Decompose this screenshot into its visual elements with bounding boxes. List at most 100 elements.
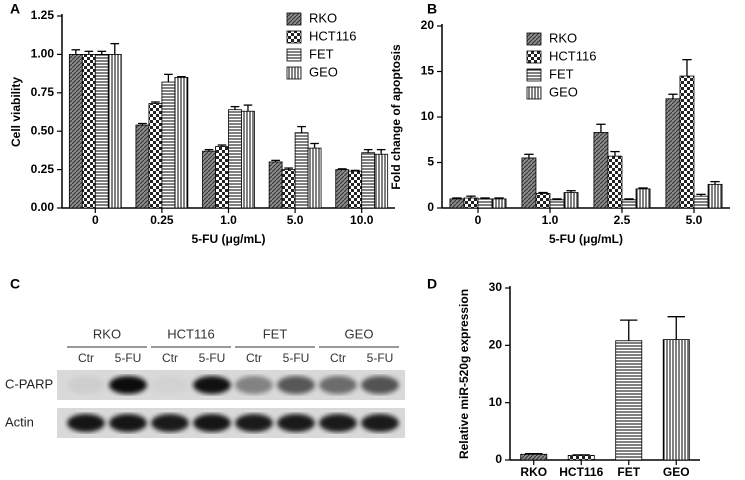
bar	[241, 110, 255, 209]
blot-band	[277, 414, 315, 432]
blot-group-label: RKO	[93, 326, 121, 341]
blot-row-label: C-PARP	[5, 376, 53, 391]
blot-band	[319, 376, 357, 394]
blot-band	[235, 414, 273, 432]
blot-group-label: HCT116	[167, 326, 214, 341]
x-axis-label: 5-FU (μg/mL)	[192, 232, 266, 246]
bar	[202, 150, 216, 209]
bar	[621, 199, 637, 209]
legend-swatch	[286, 30, 302, 44]
blot-band	[319, 414, 357, 432]
blot-row-label: Actin	[5, 414, 34, 429]
legend-swatch	[526, 68, 542, 82]
bar	[161, 81, 176, 209]
blot-band	[361, 414, 399, 432]
bar	[615, 340, 643, 461]
bar	[567, 455, 595, 461]
bar	[81, 54, 96, 209]
x-tick-label: 0.25	[150, 213, 174, 227]
bar	[693, 195, 709, 209]
y-tick-label: 30	[489, 280, 503, 294]
blot-lane-label: Ctr	[162, 351, 178, 365]
y-tick-label: 10	[489, 395, 503, 409]
bar	[68, 54, 83, 209]
bar	[268, 161, 283, 209]
bar	[707, 183, 723, 209]
panel-letter: A	[10, 1, 20, 17]
bar	[148, 103, 163, 209]
blot-band	[235, 376, 273, 394]
blot-band	[361, 376, 399, 394]
bar	[307, 147, 322, 209]
bar	[348, 170, 363, 209]
blot-band	[151, 376, 189, 394]
bar	[679, 75, 695, 209]
blot-band	[67, 376, 105, 394]
bar	[228, 109, 242, 209]
blot-band	[67, 414, 105, 432]
bar	[520, 453, 548, 461]
x-tick-label: RKO	[520, 465, 547, 479]
blot-band	[109, 414, 147, 432]
y-tick-label: 5	[427, 155, 434, 169]
x-tick-label: 5.0	[287, 213, 304, 227]
y-tick-label: 0.00	[31, 200, 55, 214]
bar	[463, 197, 479, 209]
blot-lane-label: Ctr	[246, 351, 262, 365]
legend-label: RKO	[549, 30, 577, 45]
blot-lane-label: 5-FU	[367, 351, 394, 365]
x-tick-label: 1.0	[542, 213, 559, 227]
y-tick-label: 20	[421, 18, 435, 32]
bar	[535, 193, 551, 209]
y-tick-label: 0.25	[31, 162, 55, 176]
blot-band	[193, 376, 231, 394]
blot-lane-label: 5-FU	[115, 351, 142, 365]
blot-lane-label: Ctr	[330, 351, 346, 365]
bar	[374, 153, 389, 209]
bar	[449, 198, 465, 209]
blot-band	[277, 376, 315, 394]
bar	[215, 146, 229, 209]
x-tick-label: 5.0	[686, 213, 703, 227]
y-axis-label: Relative miR-520g expression	[457, 289, 471, 459]
y-tick-label: 10	[421, 109, 435, 123]
legend-label: HCT116	[309, 28, 356, 43]
legend-label: RKO	[309, 10, 337, 25]
blot-group-label: GEO	[345, 326, 374, 341]
legend-swatch	[286, 48, 302, 62]
bar	[662, 339, 690, 461]
bar	[135, 124, 150, 209]
bar	[491, 198, 507, 209]
blot-group-label: FET	[263, 326, 288, 341]
x-tick-label: HCT116	[559, 465, 603, 479]
y-tick-label: 0	[495, 452, 502, 466]
legend-label: HCT116	[549, 48, 596, 63]
y-tick-label: 1.00	[31, 47, 55, 61]
x-tick-label: 0	[475, 213, 482, 227]
bar	[107, 54, 122, 209]
legend-swatch	[286, 12, 302, 26]
legend-label: FET	[549, 66, 574, 81]
panel-letter: C	[10, 276, 20, 292]
blot-band	[193, 414, 231, 432]
bar	[335, 169, 350, 209]
bar	[635, 188, 651, 209]
bar	[477, 198, 493, 209]
blot-band	[109, 376, 147, 394]
legend-label: FET	[309, 46, 334, 61]
bar	[294, 132, 309, 209]
panel-letter: B	[427, 1, 437, 17]
bar	[281, 169, 296, 209]
y-tick-label: 0.75	[31, 85, 55, 99]
x-tick-label: GEO	[663, 465, 690, 479]
blot-band	[151, 414, 189, 432]
legend-swatch	[526, 86, 542, 100]
x-tick-label: FET	[617, 465, 640, 479]
y-axis-label: Cell viability	[9, 77, 23, 147]
legend-label: GEO	[549, 84, 578, 99]
bar	[607, 155, 623, 209]
bar	[94, 54, 109, 209]
legend-swatch	[526, 32, 542, 46]
legend-swatch	[526, 50, 542, 64]
x-tick-label: 0	[92, 213, 99, 227]
